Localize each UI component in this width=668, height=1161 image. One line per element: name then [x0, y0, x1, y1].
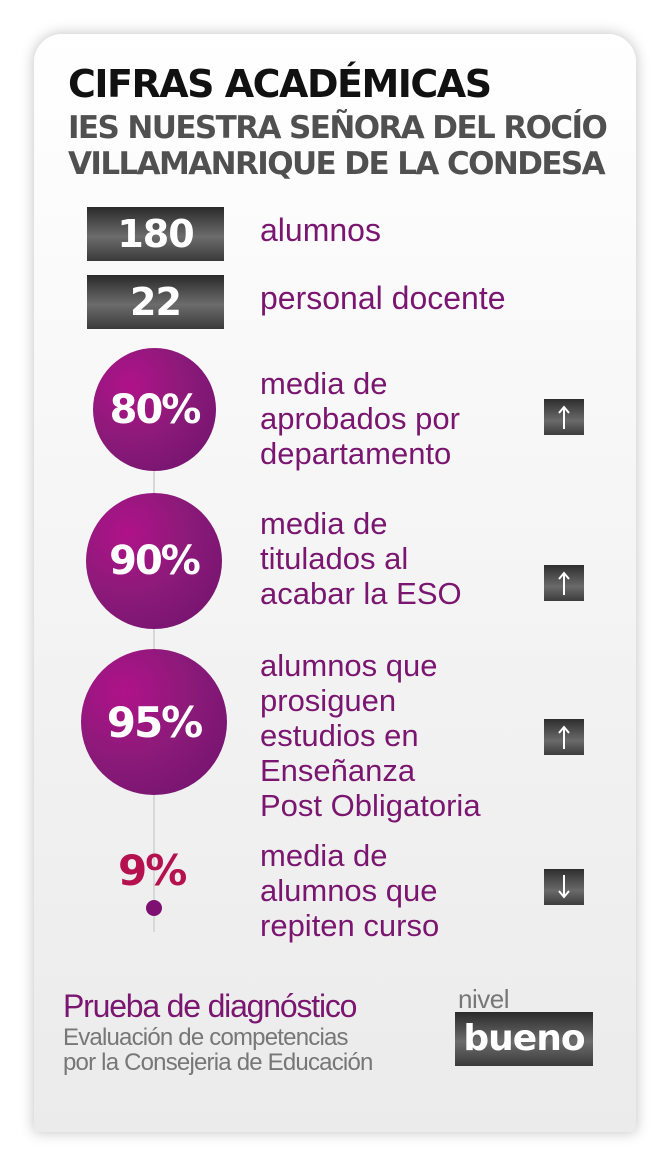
graduation-rate-value: 90% — [109, 538, 201, 584]
teachers-count-badge: 22 — [87, 275, 224, 329]
continuation-rate-label: alumnos que prosiguen estudios en Enseña… — [260, 648, 540, 823]
level-label: nivel — [458, 984, 509, 1014]
label-line: media de — [260, 838, 388, 873]
arrow-up-icon — [544, 565, 584, 601]
arrow-down-icon — [544, 869, 584, 905]
footer-subtitle-line2: por la Consejeria de Educación — [63, 1049, 373, 1076]
school-location: VILLAMANRIQUE DE LA CONDESA — [68, 146, 606, 182]
pass-rate-value: 80% — [109, 386, 202, 433]
label-line: titulados al — [260, 541, 409, 576]
continuation-rate-circle: 95% — [81, 649, 227, 795]
label-line: Enseñanza — [260, 753, 416, 788]
label-line: alumnos que — [260, 873, 438, 908]
label-line: media de — [260, 506, 388, 541]
footer-title: Prueba de diagnóstico — [63, 988, 357, 1024]
pass-rate-label: media de aprobados por departamento — [260, 366, 540, 471]
repeat-rate-label: media de alumnos que repiten curso — [260, 838, 540, 943]
label-line: prosiguen — [260, 683, 397, 718]
label-line: aprobados por — [260, 401, 460, 436]
page-title: CIFRAS ACADÉMICAS — [68, 62, 492, 106]
continuation-rate-value: 95% — [106, 697, 204, 747]
label-line: media de — [260, 366, 388, 401]
label-line: Post Obligatoria — [260, 788, 481, 823]
label-line: repiten curso — [260, 908, 440, 943]
level-badge: bueno — [455, 1012, 593, 1066]
label-line: acabar la ESO — [260, 576, 462, 611]
graduation-rate-label: media de titulados al acabar la ESO — [260, 506, 540, 611]
label-line: estudios en — [260, 718, 419, 753]
repeat-rate-dot — [146, 900, 162, 916]
arrow-up-icon — [544, 719, 584, 755]
repeat-rate-value: 9% — [118, 846, 187, 895]
students-count-badge: 180 — [87, 207, 224, 261]
students-count-label: alumnos — [260, 212, 381, 248]
arrow-up-icon — [544, 399, 584, 435]
footer-subtitle-line1: Evaluación de competencias — [63, 1024, 349, 1051]
pass-rate-circle: 80% — [93, 348, 216, 471]
teachers-count-label: personal docente — [260, 280, 506, 316]
school-name: IES NUESTRA SEÑORA DEL ROCÍO — [68, 110, 608, 146]
label-line: alumnos que — [260, 648, 438, 683]
label-line: departamento — [260, 436, 452, 471]
graduation-rate-circle: 90% — [86, 493, 222, 629]
